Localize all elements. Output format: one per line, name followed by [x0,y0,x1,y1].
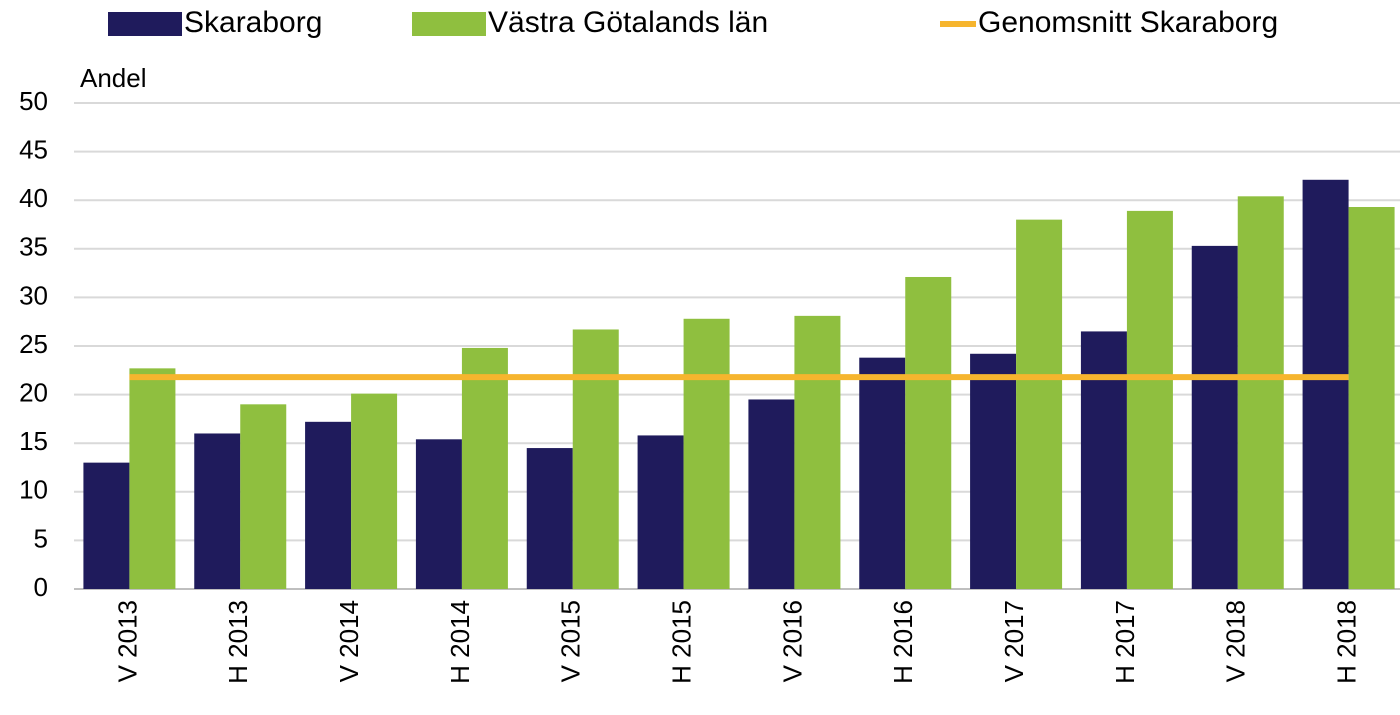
y-axis-label: Andel [80,63,147,93]
y-tick-label: 35 [19,232,48,262]
bar [240,404,287,589]
legend-label: Genomsnitt Skaraborg [978,6,1278,39]
x-tick-label: H 2017 [1110,600,1140,684]
bar [461,347,508,589]
legend-swatch [412,12,486,36]
bar [1302,179,1349,589]
legend-label: Västra Götalands län [488,6,768,39]
bar [970,353,1017,589]
bar [859,357,906,589]
y-tick-label: 0 [34,572,48,602]
bar [905,276,952,589]
y-tick-label: 40 [19,183,48,213]
bar [748,399,795,589]
bar [194,433,241,589]
y-tick-label: 20 [19,377,48,407]
y-tick-label: 15 [19,426,48,456]
bar [305,421,352,589]
bar [794,315,841,589]
x-tick-label: H 2013 [223,600,253,684]
y-tick-label: 25 [19,329,48,359]
y-tick-label: 5 [34,523,48,553]
y-tick-label: 10 [19,475,48,505]
x-tick-label: V 2016 [777,600,807,682]
bar [129,368,176,589]
x-tick-label: H 2015 [666,600,696,684]
bar [637,435,684,589]
bar [526,448,573,589]
bar [415,439,462,589]
x-tick-label: V 2017 [999,600,1029,682]
bar [1191,245,1238,589]
legend-label: Skaraborg [184,6,322,39]
y-tick-label: 45 [19,134,48,164]
bar [1126,210,1173,589]
x-tick-label: V 2013 [112,600,142,682]
bar [351,393,398,589]
x-tick-label: V 2014 [334,600,364,682]
bar [1080,331,1127,589]
y-tick-label: 30 [19,280,48,310]
bar [1016,219,1063,589]
x-tick-label: V 2015 [556,600,586,682]
x-tick-label: V 2018 [1221,600,1251,682]
x-tick-label: H 2018 [1331,600,1361,684]
bar [1348,207,1395,589]
y-tick-label: 50 [19,86,48,116]
x-tick-label: H 2014 [445,600,475,684]
legend: Skaraborg Västra Götalands län Genomsnitt … [108,6,1278,39]
bar [1237,196,1284,589]
bar [83,462,130,589]
x-tick-label: H 2016 [888,600,918,684]
legend-swatch [108,12,182,36]
bar [572,329,619,589]
bar [683,318,730,589]
